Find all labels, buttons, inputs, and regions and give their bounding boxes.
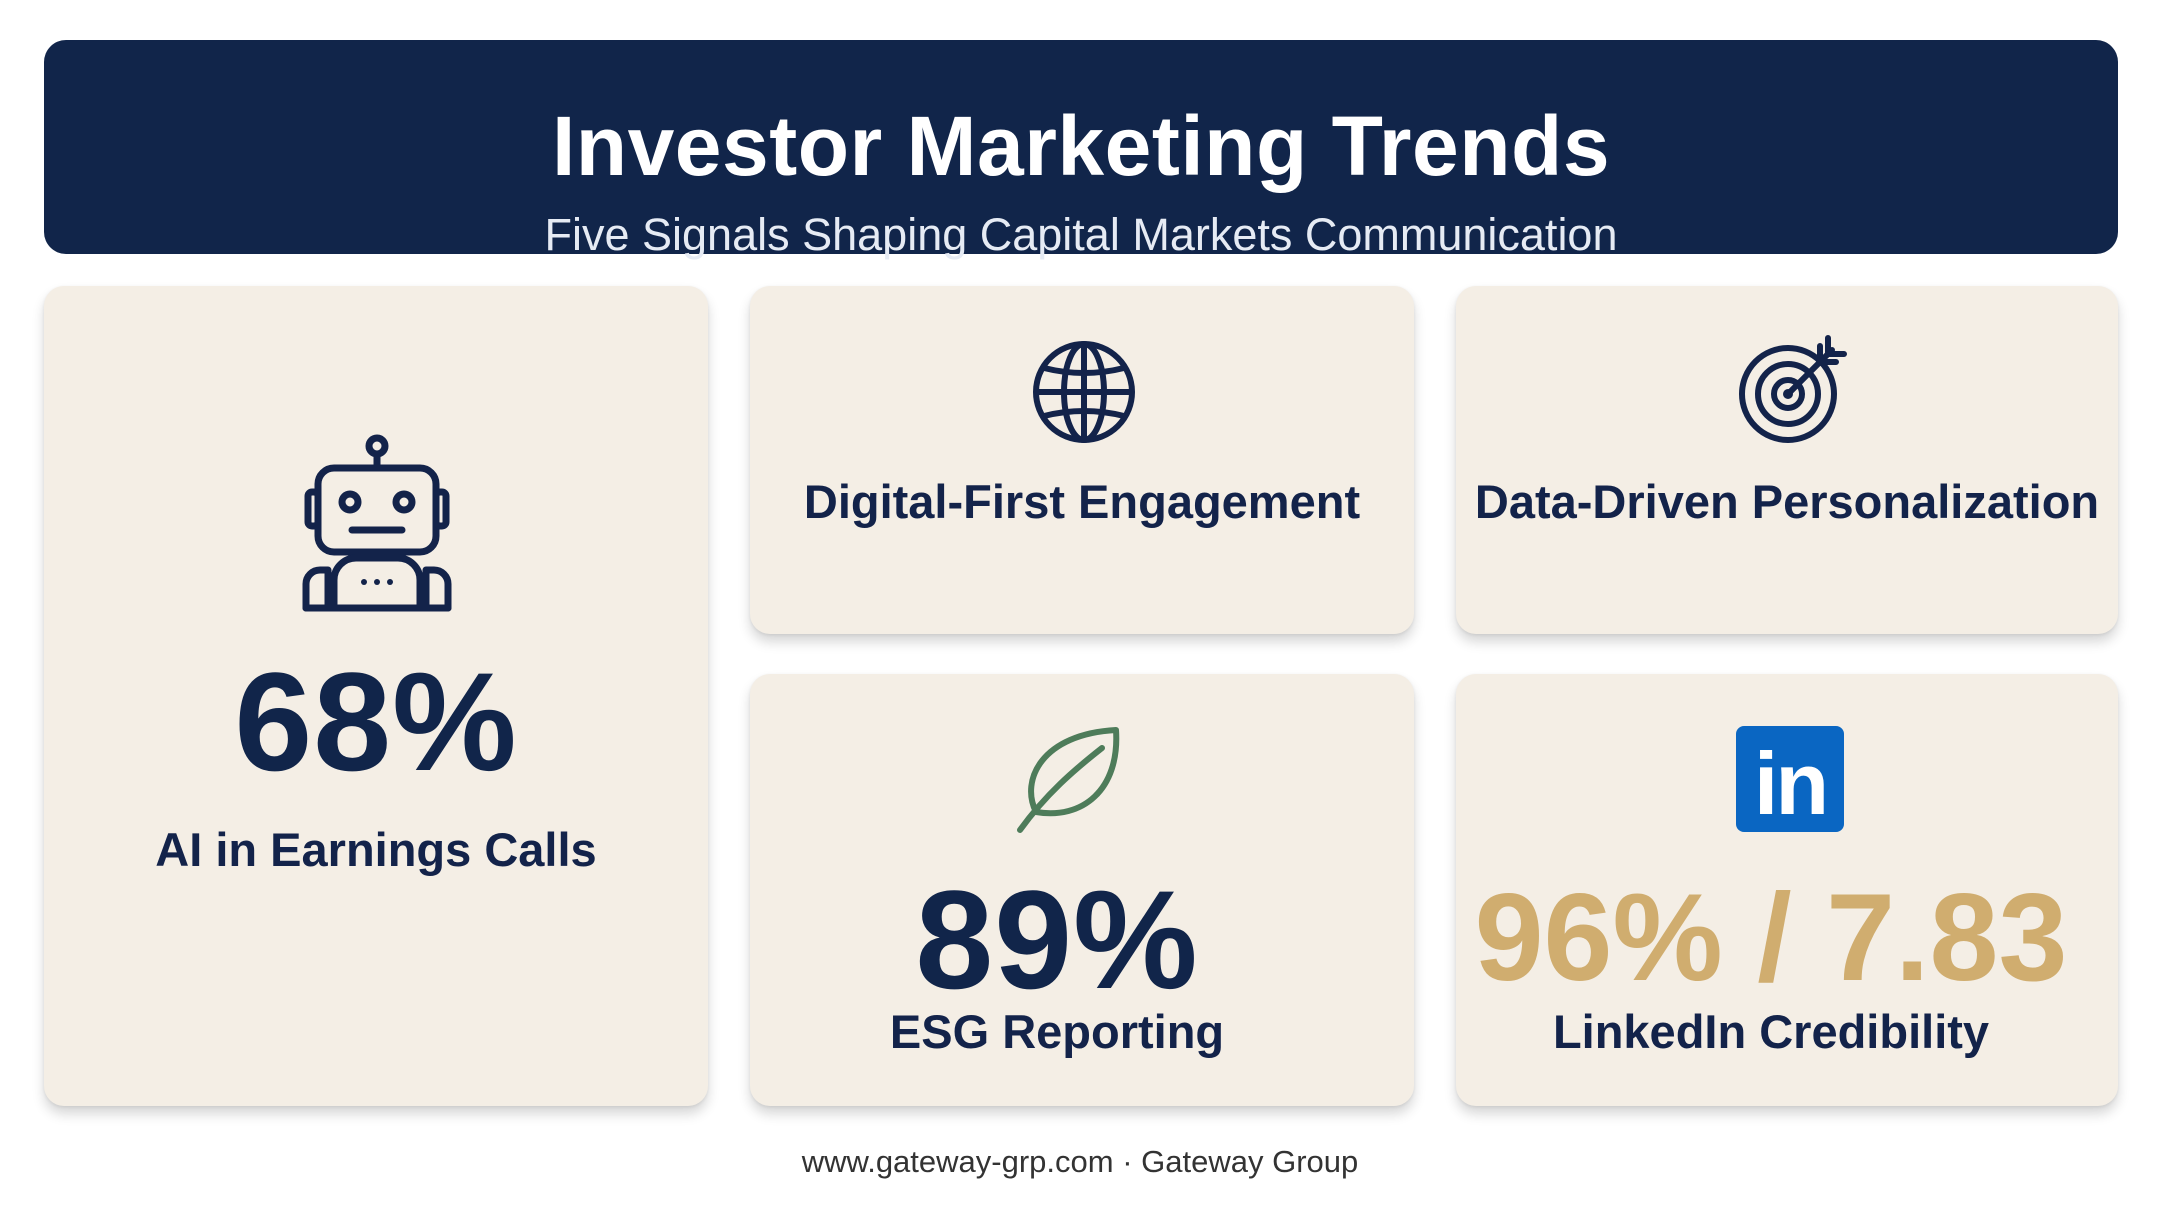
leaf-icon: [1017, 727, 1120, 833]
globe-icon: [1033, 341, 1135, 443]
robot-icon: [302, 434, 452, 612]
stat-value: 68%: [234, 643, 518, 800]
header-banner: Investor Marketing Trends Five Signals S…: [44, 40, 2118, 260]
card-digital-first-engagement: Digital-First Engagement: [750, 286, 1414, 634]
page-title: Investor Marketing Trends: [551, 99, 1611, 193]
linkedin-icon-text: in: [1753, 734, 1829, 833]
card-label: Data-Driven Personalization: [1474, 475, 2100, 528]
page-subtitle: Five Signals Shaping Capital Markets Com…: [544, 209, 1618, 260]
stat-value: 96% / 7.83: [1474, 869, 2068, 1007]
card-label: ESG Reporting: [889, 1005, 1225, 1058]
card-ai-earnings-calls: 68% AI in Earnings Calls: [44, 286, 708, 1106]
card-data-driven-personalization: Data-Driven Personalization: [1456, 286, 2118, 634]
card-label: AI in Earnings Calls: [155, 823, 597, 876]
card-label: Digital-First Engagement: [803, 475, 1361, 528]
card-label: LinkedIn Credibility: [1552, 1005, 1990, 1058]
card-esg-reporting: 89% ESG Reporting: [750, 674, 1414, 1106]
footer-text: www.gateway-grp.com · Gateway Group: [801, 1144, 1359, 1179]
card-linkedin-credibility: in 96% / 7.83 LinkedIn Credibility: [1456, 674, 2118, 1106]
linkedin-icon: in: [1736, 726, 1844, 832]
target-icon: [1739, 335, 1847, 443]
stat-value: 89%: [915, 861, 1199, 1018]
